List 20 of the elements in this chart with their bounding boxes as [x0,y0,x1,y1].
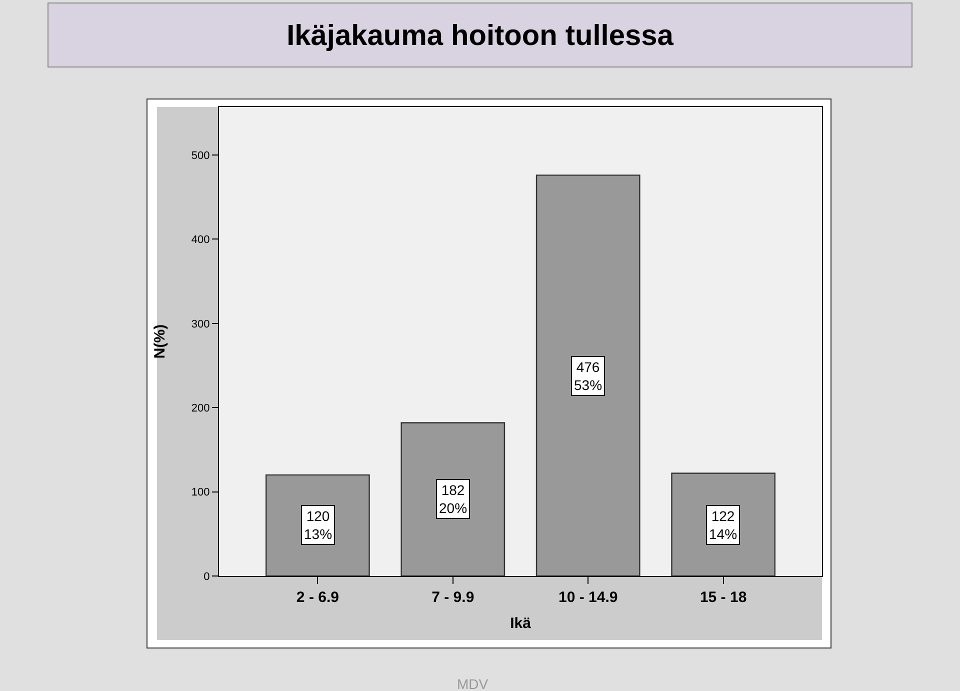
text: MDV [457,676,489,691]
y-tick-label: 200 [191,402,210,414]
data-label: 182 20% [439,482,468,516]
bar [400,422,506,576]
x-tick-label: 10 - 14.9 [558,589,618,606]
y-axis-title: N(%) [152,324,169,359]
bar [536,174,640,576]
x-tick-label: 2 - 6.9 [296,589,339,606]
x-axis-title: Ikä [510,615,532,632]
data-label: 122 14% [709,508,738,542]
x-tick-label: 15 - 18 [700,589,747,606]
y-tick-label: 0 [204,570,210,583]
y-tick-label: 400 [191,234,210,246]
y-tick-label: 500 [191,150,210,162]
y-tick-label: 300 [191,318,210,330]
y-tick-label: 100 [191,486,210,499]
chart-title: Ikäjakauma hoitoon tullessa [286,20,674,52]
data-label: 120 13% [304,508,332,542]
data-label: 476 53% [574,359,602,394]
x-tick-label: 7 - 9.9 [432,589,474,606]
